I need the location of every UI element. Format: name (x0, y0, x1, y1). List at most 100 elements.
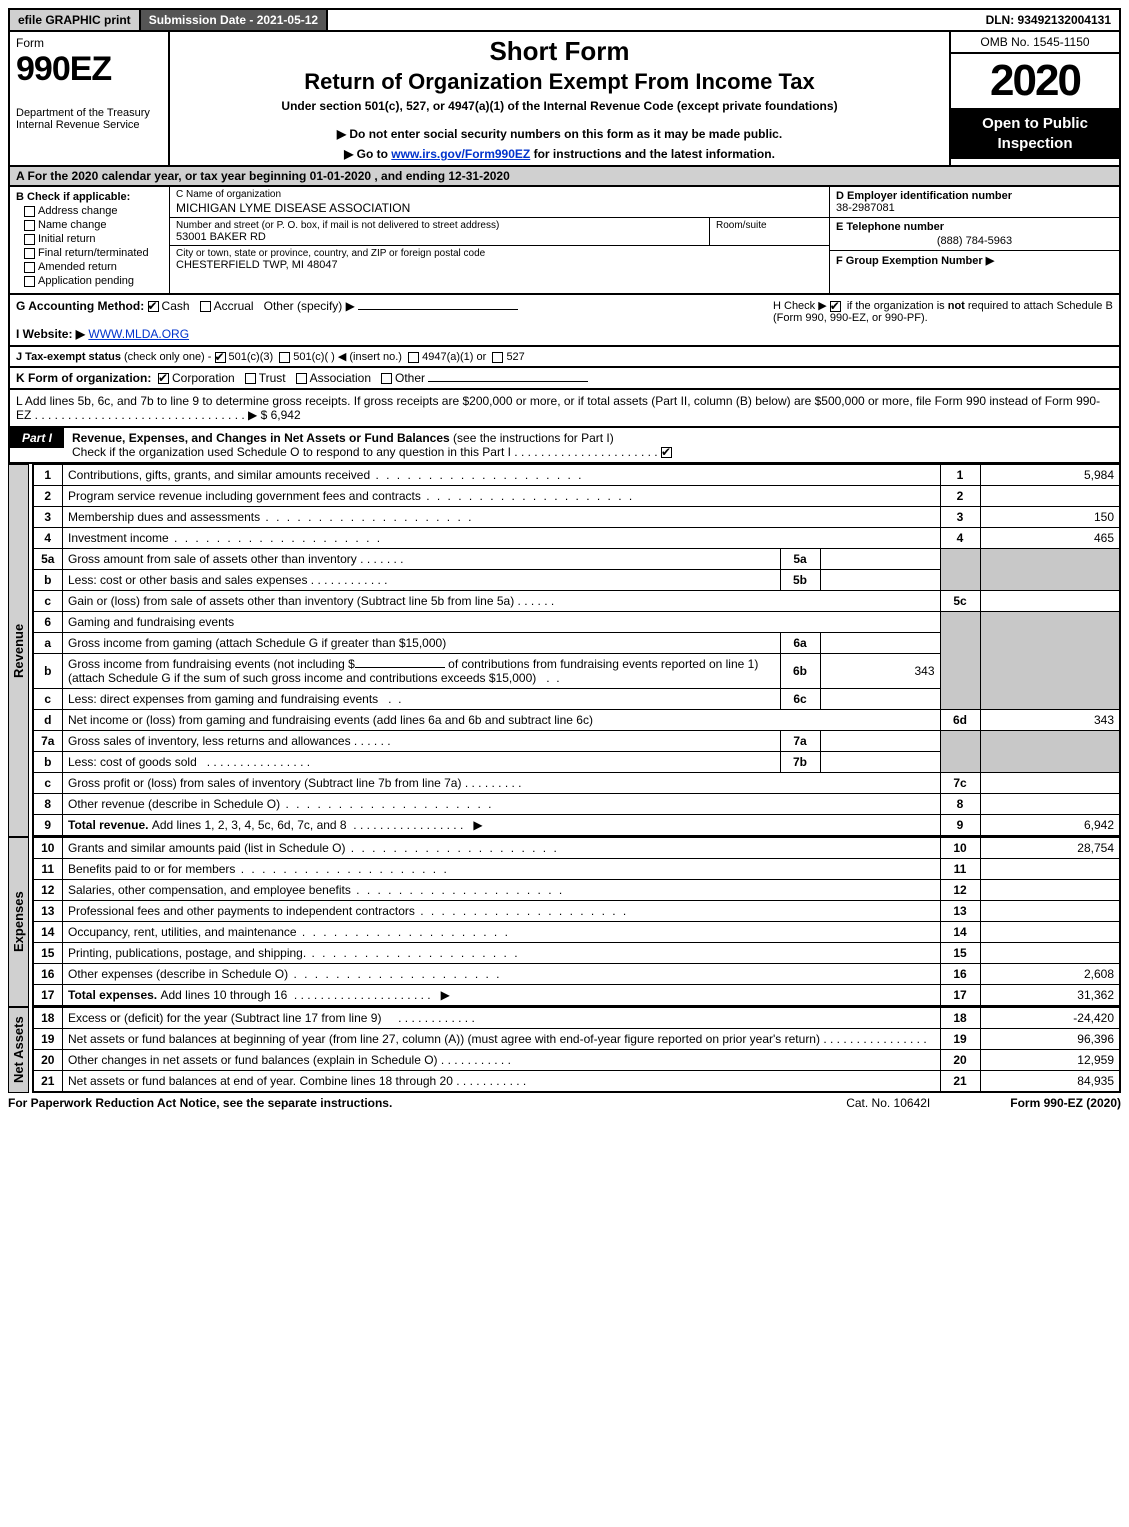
under-section: Under section 501(c), 527, or 4947(a)(1)… (178, 99, 941, 113)
line-20: 20Other changes in net assets or fund ba… (33, 1050, 1121, 1071)
col-b-checkboxes: B Check if applicable: Address change Na… (10, 187, 170, 293)
irs-link[interactable]: www.irs.gov/Form990EZ (391, 147, 530, 161)
col-d-ids: D Employer identification number 38-2987… (829, 187, 1119, 293)
goto-line: ▶ Go to www.irs.gov/Form990EZ for instru… (178, 147, 941, 161)
room-label: Room/suite (716, 220, 823, 231)
line-13: 13Professional fees and other payments t… (33, 901, 1121, 922)
tel-label: E Telephone number (836, 221, 1113, 233)
row-a-tax-year: A For the 2020 calendar year, or tax yea… (8, 167, 1121, 187)
chk-address-change[interactable]: Address change (24, 205, 163, 217)
line-16: 16Other expenses (describe in Schedule O… (33, 964, 1121, 985)
street-value: 53001 BAKER RD (176, 231, 703, 243)
line-14: 14Occupancy, rent, utilities, and mainte… (33, 922, 1121, 943)
chk-amended-return[interactable]: Amended return (24, 261, 163, 273)
l-text: L Add lines 5b, 6c, and 7b to line 9 to … (16, 394, 1100, 422)
ssn-warning: ▶ Do not enter social security numbers o… (178, 127, 941, 141)
open-inspection: Open to Public Inspection (951, 108, 1119, 159)
header-left: Form 990EZ Department of the Treasury In… (10, 32, 170, 165)
part-i-title: Revenue, Expenses, and Changes in Net As… (72, 431, 453, 445)
i-label: I Website: ▶ (16, 327, 85, 341)
g-label: G Accounting Method: (16, 299, 144, 313)
line-5c: cGain or (loss) from sale of assets othe… (33, 591, 1121, 612)
h-block: H Check ▶ if the organization is not req… (773, 299, 1113, 341)
top-bar: efile GRAPHIC print Submission Date - 20… (8, 8, 1121, 32)
net-assets-table: 18Excess or (deficit) for the year (Subt… (32, 1007, 1122, 1093)
line-7a: 7aGross sales of inventory, less returns… (33, 731, 1121, 752)
street-label: Number and street (or P. O. box, if mail… (176, 220, 703, 231)
line-10: 10Grants and similar amounts paid (list … (33, 838, 1121, 859)
page-footer: For Paperwork Reduction Act Notice, see … (8, 1093, 1121, 1113)
part-i-tag: Part I (10, 428, 64, 448)
chk-corporation[interactable] (158, 373, 169, 384)
side-revenue: Revenue (8, 464, 29, 837)
short-form-title: Short Form (178, 36, 941, 67)
omb-number: OMB No. 1545-1150 (951, 32, 1119, 54)
dept-treasury: Department of the Treasury (16, 107, 162, 119)
city-label: City or town, state or province, country… (176, 248, 823, 259)
block-bcd: B Check if applicable: Address change Na… (8, 187, 1121, 295)
expenses-table: 10Grants and similar amounts paid (list … (32, 837, 1122, 1007)
dln-label: DLN: 93492132004131 (978, 10, 1119, 30)
ein-value: 38-2987081 (836, 202, 1113, 214)
j-label: J Tax-exempt status (16, 351, 121, 363)
chk-501c[interactable] (279, 352, 290, 363)
chk-accrual[interactable] (200, 301, 211, 312)
line-3: 3Membership dues and assessments3150 (33, 507, 1121, 528)
submission-date-button[interactable]: Submission Date - 2021-05-12 (141, 10, 328, 30)
line-5a: 5aGross amount from sale of assets other… (33, 549, 1121, 570)
chk-final-return[interactable]: Final return/terminated (24, 247, 163, 259)
goto-post: for instructions and the latest informat… (530, 147, 775, 161)
row-j: J Tax-exempt status (check only one) - 5… (8, 347, 1121, 368)
chk-application-pending[interactable]: Application pending (24, 275, 163, 287)
chk-part-i-scho[interactable] (661, 447, 672, 458)
side-expenses: Expenses (8, 837, 29, 1007)
chk-name-change[interactable]: Name change (24, 219, 163, 231)
form-word: Form (16, 36, 162, 50)
chk-initial-return[interactable]: Initial return (24, 233, 163, 245)
g-other: Other (specify) ▶ (264, 299, 355, 313)
line-6: 6Gaming and fundraising events (33, 612, 1121, 633)
side-net-assets: Net Assets (8, 1007, 29, 1093)
return-title: Return of Organization Exempt From Incom… (178, 69, 941, 95)
line-4: 4Investment income4465 (33, 528, 1121, 549)
line-8: 8Other revenue (describe in Schedule O)8 (33, 794, 1121, 815)
c-name-label: C Name of organization (176, 189, 823, 200)
chk-other-org[interactable] (381, 373, 392, 384)
form-header: Form 990EZ Department of the Treasury In… (8, 32, 1121, 167)
line-15: 15Printing, publications, postage, and s… (33, 943, 1121, 964)
chk-501c3[interactable] (215, 352, 226, 363)
group-exemption-label: F Group Exemption Number ▶ (836, 254, 1113, 267)
part-i-tail: (see the instructions for Part I) (453, 431, 614, 445)
row-l: L Add lines 5b, 6c, and 7b to line 9 to … (8, 390, 1121, 428)
goto-pre: ▶ Go to (344, 147, 391, 161)
line-18: 18Excess or (deficit) for the year (Subt… (33, 1008, 1121, 1029)
chk-h[interactable] (830, 301, 841, 312)
efile-print-button[interactable]: efile GRAPHIC print (10, 10, 141, 30)
form-number: 990EZ (16, 50, 162, 89)
col-c-org-info: C Name of organization MICHIGAN LYME DIS… (170, 187, 829, 293)
ein-label: D Employer identification number (836, 190, 1113, 202)
chk-association[interactable] (296, 373, 307, 384)
org-name: MICHIGAN LYME DISEASE ASSOCIATION (176, 201, 823, 215)
line-17: 17Total expenses. Add lines 10 through 1… (33, 985, 1121, 1007)
part-i-header: Part I Revenue, Expenses, and Changes in… (8, 428, 1121, 464)
footer-left: For Paperwork Reduction Act Notice, see … (8, 1096, 392, 1110)
row-k: K Form of organization: Corporation Trus… (8, 368, 1121, 390)
chk-cash[interactable] (148, 301, 159, 312)
line-21: 21Net assets or fund balances at end of … (33, 1071, 1121, 1093)
chk-4947[interactable] (408, 352, 419, 363)
row-g-h: G Accounting Method: Cash Accrual Other … (8, 295, 1121, 347)
line-6d: dNet income or (loss) from gaming and fu… (33, 710, 1121, 731)
chk-trust[interactable] (245, 373, 256, 384)
row-i: I Website: ▶ WWW.MLDA.ORG (16, 327, 773, 341)
line-7c: cGross profit or (loss) from sales of in… (33, 773, 1121, 794)
dept-irs: Internal Revenue Service (16, 119, 162, 131)
city-value: CHESTERFIELD TWP, MI 48047 (176, 259, 823, 271)
revenue-table: 1Contributions, gifts, grants, and simil… (32, 464, 1122, 837)
k-label: K Form of organization: (16, 371, 151, 385)
chk-527[interactable] (492, 352, 503, 363)
footer-cat: Cat. No. 10642I (846, 1096, 930, 1110)
website-link[interactable]: WWW.MLDA.ORG (88, 327, 189, 341)
l-amount: $ 6,942 (261, 408, 301, 422)
net-assets-section: Net Assets 18Excess or (deficit) for the… (8, 1007, 1121, 1093)
